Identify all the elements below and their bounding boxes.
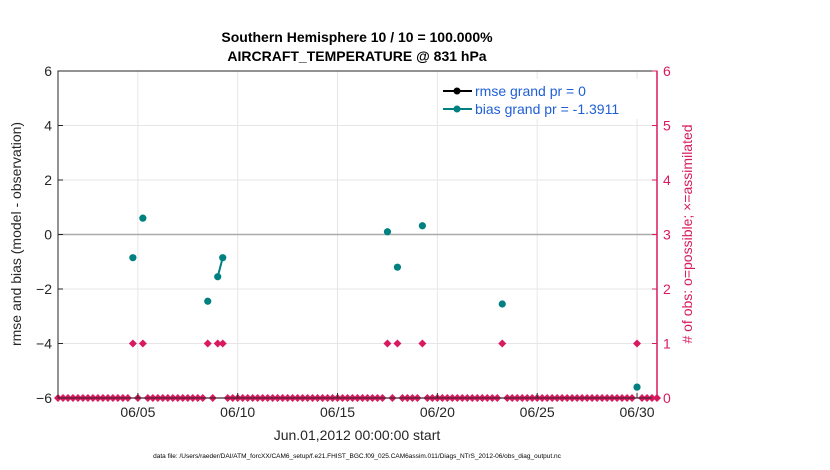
x-axis-label: Jun.01,2012 00:00:00 start <box>274 427 441 443</box>
obs-marker <box>498 339 507 348</box>
left-tick-label: 4 <box>44 118 52 134</box>
right-tick-label: 3 <box>663 227 671 243</box>
x-tick-label: 06/10 <box>220 404 255 420</box>
legend-rmse-marker <box>453 87 461 95</box>
left-tick-label: 6 <box>44 63 52 79</box>
obs-marker <box>633 339 642 348</box>
bias-point <box>633 383 641 391</box>
left-tick-label: −2 <box>36 281 52 297</box>
x-tick-label: 06/15 <box>320 404 355 420</box>
x-axis-ticks: 06/05 06/10 06/15 06/20 06/25 06/30 <box>120 393 655 420</box>
obs-marker <box>128 339 137 348</box>
bias-point <box>498 300 506 308</box>
legend-bias-marker <box>453 105 461 113</box>
right-tick-label: 4 <box>663 172 671 188</box>
chart-title-line1: Southern Hemisphere 10 / 10 = 100.000% <box>221 29 493 45</box>
legend-rmse-label: rmse grand pr = 0 <box>475 83 586 99</box>
footer-file-path: data file: /Users/raeder/DAI/ATM_forcXX/… <box>153 453 562 460</box>
right-tick-label: 5 <box>663 118 671 134</box>
bias-point <box>418 222 426 230</box>
bias-point <box>214 273 222 281</box>
obs-marker <box>418 339 427 348</box>
obs-marker <box>203 339 212 348</box>
bias-point <box>139 214 147 222</box>
bias-point <box>219 254 227 262</box>
left-axis-label: rmse and bias (model - observation) <box>8 122 24 346</box>
right-tick-label: 1 <box>663 336 671 352</box>
right-tick-label: 6 <box>663 63 671 79</box>
x-tick-label: 06/05 <box>120 404 155 420</box>
obs-marker <box>218 339 227 348</box>
bias-point <box>383 228 392 236</box>
x-tick-label: 06/20 <box>420 404 455 420</box>
left-tick-label: 2 <box>44 172 52 188</box>
obs-marker <box>138 339 147 348</box>
left-tick-label: −6 <box>36 390 52 406</box>
right-tick-label: 0 <box>663 390 671 406</box>
chart-title-line2: AIRCRAFT_TEMPERATURE @ 831 hPa <box>227 48 486 64</box>
obs-marker <box>213 339 222 348</box>
right-axis-ticks: 0 1 2 3 4 5 6 <box>652 63 671 406</box>
bias-point <box>393 263 402 271</box>
x-tick-label: 06/30 <box>620 404 655 420</box>
bias-point <box>204 297 212 305</box>
right-tick-label: 2 <box>663 281 671 297</box>
legend: rmse grand pr = 0 bias grand pr = -1.391… <box>439 79 651 119</box>
obs-marker <box>393 339 402 348</box>
left-tick-label: −4 <box>36 336 52 352</box>
right-axis-label: # of obs: o=possible; ×=assimilated <box>679 124 695 343</box>
legend-bias-label: bias grand pr = -1.3911 <box>475 101 619 117</box>
legend-box <box>439 79 651 119</box>
bias-series <box>129 214 641 391</box>
x-tick-label: 06/25 <box>520 404 555 420</box>
left-tick-label: 0 <box>44 227 52 243</box>
obs-marker <box>383 339 392 348</box>
bias-point <box>129 254 137 262</box>
left-axis-ticks: −6 −4 −2 0 2 4 6 <box>36 63 63 406</box>
